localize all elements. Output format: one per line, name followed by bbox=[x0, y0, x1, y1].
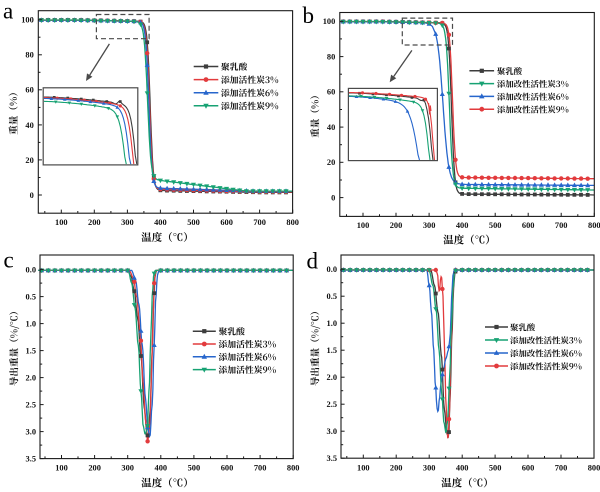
svg-text:2.0: 2.0 bbox=[26, 374, 36, 383]
svg-text:600: 600 bbox=[220, 218, 233, 227]
svg-text:700: 700 bbox=[555, 464, 568, 473]
svg-text:40: 40 bbox=[25, 121, 33, 130]
svg-text:0.0: 0.0 bbox=[327, 265, 337, 274]
svg-text:1.5: 1.5 bbox=[26, 347, 36, 356]
svg-text:800: 800 bbox=[588, 221, 600, 230]
svg-text:80: 80 bbox=[327, 53, 335, 62]
svg-text:800: 800 bbox=[287, 464, 300, 473]
svg-text:0.5: 0.5 bbox=[327, 292, 337, 301]
svg-text:300: 300 bbox=[121, 464, 134, 473]
svg-text:2.5: 2.5 bbox=[26, 401, 36, 410]
svg-text:500: 500 bbox=[188, 464, 201, 473]
svg-text:1.0: 1.0 bbox=[327, 319, 337, 328]
svg-text:200: 200 bbox=[390, 221, 403, 230]
svg-text:2.5: 2.5 bbox=[327, 400, 337, 409]
svg-text:1.0: 1.0 bbox=[26, 320, 36, 329]
svg-text:200: 200 bbox=[390, 464, 403, 473]
svg-text:3.0: 3.0 bbox=[26, 428, 36, 437]
svg-text:200: 200 bbox=[88, 464, 101, 473]
svg-text:100: 100 bbox=[357, 221, 370, 230]
svg-text:700: 700 bbox=[253, 218, 266, 227]
svg-text:d: d bbox=[307, 248, 319, 273]
svg-text:600: 600 bbox=[522, 221, 535, 230]
svg-text:60: 60 bbox=[25, 86, 33, 95]
svg-text:100: 100 bbox=[55, 218, 68, 227]
svg-text:300: 300 bbox=[423, 221, 436, 230]
svg-text:0: 0 bbox=[30, 191, 34, 200]
svg-text:80: 80 bbox=[25, 51, 33, 60]
svg-text:0.0: 0.0 bbox=[26, 266, 36, 275]
svg-text:500: 500 bbox=[489, 464, 502, 473]
svg-text:20: 20 bbox=[25, 156, 33, 165]
svg-text:100: 100 bbox=[55, 464, 68, 473]
svg-text:800: 800 bbox=[588, 464, 600, 473]
svg-text:700: 700 bbox=[555, 221, 568, 230]
svg-text:b: b bbox=[303, 3, 315, 28]
svg-text:2.0: 2.0 bbox=[327, 373, 337, 382]
svg-text:0: 0 bbox=[331, 194, 335, 203]
svg-text:c: c bbox=[4, 247, 14, 272]
svg-text:300: 300 bbox=[121, 218, 134, 227]
svg-text:3.5: 3.5 bbox=[26, 455, 36, 464]
svg-text:3.0: 3.0 bbox=[327, 427, 337, 436]
svg-text:400: 400 bbox=[456, 464, 469, 473]
svg-text:500: 500 bbox=[489, 221, 502, 230]
svg-text:400: 400 bbox=[456, 221, 469, 230]
svg-text:600: 600 bbox=[522, 464, 535, 473]
svg-text:700: 700 bbox=[254, 464, 267, 473]
svg-text:40: 40 bbox=[327, 123, 335, 132]
svg-text:a: a bbox=[3, 0, 13, 24]
svg-text:400: 400 bbox=[154, 218, 167, 227]
svg-text:1.5: 1.5 bbox=[327, 346, 337, 355]
svg-text:500: 500 bbox=[187, 218, 200, 227]
svg-text:0.5: 0.5 bbox=[26, 293, 36, 302]
svg-text:3.5: 3.5 bbox=[327, 454, 337, 463]
svg-text:800: 800 bbox=[286, 218, 299, 227]
svg-text:60: 60 bbox=[327, 88, 335, 97]
svg-text:20: 20 bbox=[327, 158, 335, 167]
svg-text:100: 100 bbox=[357, 464, 370, 473]
svg-text:100: 100 bbox=[323, 17, 336, 26]
svg-text:100: 100 bbox=[21, 16, 34, 25]
svg-text:400: 400 bbox=[155, 464, 168, 473]
svg-text:200: 200 bbox=[88, 218, 101, 227]
svg-text:600: 600 bbox=[221, 464, 234, 473]
svg-text:300: 300 bbox=[423, 464, 436, 473]
